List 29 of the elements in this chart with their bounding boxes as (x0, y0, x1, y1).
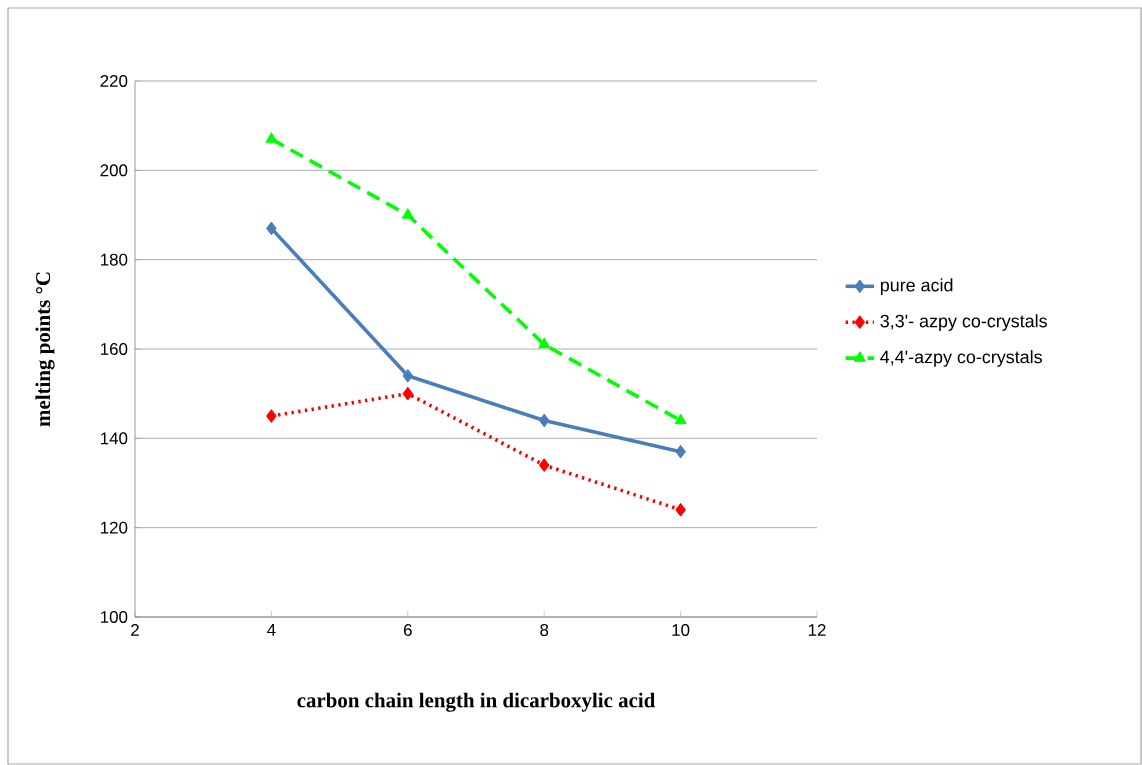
point (266, 221, 277, 236)
legend-label: 3,3'- azpy co-crystals (880, 314, 1047, 331)
y-tick-label: 180 (100, 253, 128, 266)
x-tick-label: 2 (131, 624, 139, 636)
x-tick-label: 6 (403, 624, 412, 637)
x-tick-label: 4 (267, 624, 276, 636)
point (402, 368, 414, 383)
y-tick-label: 140 (100, 432, 128, 445)
point (675, 444, 686, 459)
x-tick-label: 8 (540, 624, 549, 637)
point (674, 413, 687, 425)
point (675, 502, 686, 517)
point (401, 208, 414, 219)
y-tick-label: 120 (100, 521, 128, 534)
y-tick-label: 160 (100, 343, 128, 355)
y-tick-label: 100 (100, 611, 128, 623)
point (538, 413, 550, 428)
x-tick-label: 10 (672, 624, 690, 637)
y-tick-label: 220 (100, 75, 128, 87)
x-tick-label: 12 (808, 624, 826, 636)
x-axis-title: carbon chain length in dicarboxylic acid (297, 692, 656, 712)
y-tick-label: 200 (100, 164, 128, 177)
point (402, 386, 414, 401)
point (538, 458, 550, 473)
point (266, 409, 277, 423)
y-axis-title: melting points °C (35, 272, 55, 427)
legend-label: pure acid (880, 278, 953, 296)
point (538, 337, 551, 349)
legend-label: 4,4'-azpy co-crystals (880, 350, 1042, 367)
